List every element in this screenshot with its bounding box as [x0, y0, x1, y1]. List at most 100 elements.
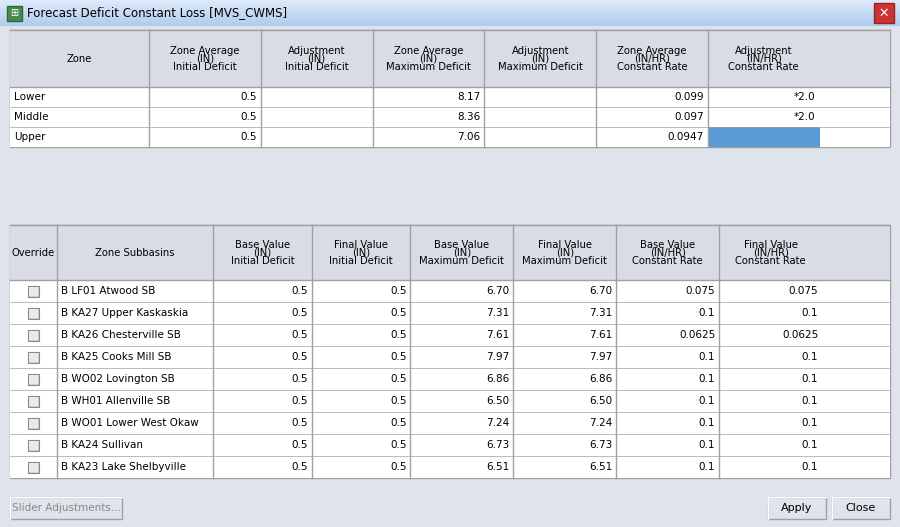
Text: Apply: Apply: [781, 503, 813, 513]
Text: B WO01 Lower West Okaw: B WO01 Lower West Okaw: [60, 418, 198, 428]
Bar: [0, 12, 900, 13]
Bar: [28, 395, 39, 406]
Bar: [0, 18, 900, 19]
Text: B KA24 Sullivan: B KA24 Sullivan: [60, 440, 142, 450]
Bar: [10, 368, 890, 390]
Bar: [29, 330, 38, 339]
Text: Lower: Lower: [14, 92, 45, 102]
Text: Constant Rate: Constant Rate: [735, 256, 806, 266]
Text: 7.97: 7.97: [486, 352, 509, 362]
Text: B KA25 Cooks Mill SB: B KA25 Cooks Mill SB: [60, 352, 171, 362]
Bar: [0, 10, 900, 11]
Bar: [10, 456, 890, 478]
Text: 0.1: 0.1: [802, 462, 818, 472]
Text: 0.1: 0.1: [698, 440, 716, 450]
Text: 6.50: 6.50: [486, 396, 509, 406]
Bar: [29, 287, 38, 296]
Bar: [10, 87, 890, 107]
Text: 6.86: 6.86: [486, 374, 509, 384]
Bar: [28, 352, 39, 363]
Text: 0.099: 0.099: [674, 92, 704, 102]
Bar: [768, 497, 826, 519]
Bar: [0, 4, 900, 5]
Text: 0.5: 0.5: [390, 440, 407, 450]
Bar: [874, 3, 894, 23]
Bar: [0, 23, 900, 24]
Text: *2.0: *2.0: [794, 92, 815, 102]
Bar: [28, 440, 39, 451]
Text: Zone Average: Zone Average: [617, 45, 687, 55]
Text: 0.1: 0.1: [802, 396, 818, 406]
Bar: [10, 225, 890, 478]
Bar: [0, 6, 900, 7]
Text: 0.0625: 0.0625: [679, 330, 716, 340]
Text: 0.5: 0.5: [292, 374, 308, 384]
Text: 0.5: 0.5: [390, 286, 407, 296]
Bar: [29, 396, 38, 405]
Bar: [10, 497, 122, 519]
Bar: [707, 127, 820, 147]
Bar: [0, 11, 900, 12]
Text: (IN): (IN): [419, 54, 437, 63]
Text: 0.5: 0.5: [292, 308, 308, 318]
Text: 7.24: 7.24: [486, 418, 509, 428]
Text: 0.5: 0.5: [390, 330, 407, 340]
Text: (IN): (IN): [308, 54, 326, 63]
Text: 7.06: 7.06: [457, 132, 481, 142]
Bar: [0, 2, 900, 3]
Text: Zone: Zone: [67, 54, 92, 63]
Bar: [28, 374, 39, 385]
Text: (IN/HR): (IN/HR): [634, 54, 670, 63]
Text: B LF01 Atwood SB: B LF01 Atwood SB: [60, 286, 155, 296]
Bar: [0, 9, 900, 10]
Text: Maximum Deficit: Maximum Deficit: [386, 62, 471, 72]
Bar: [7, 6, 22, 21]
Text: Final Value: Final Value: [538, 239, 592, 249]
Text: Zone Subbasins: Zone Subbasins: [95, 248, 175, 258]
Text: 6.73: 6.73: [486, 440, 509, 450]
Text: *2.0: *2.0: [794, 112, 815, 122]
Text: Slider Adjustments...: Slider Adjustments...: [12, 503, 121, 513]
Text: Close: Close: [846, 503, 876, 513]
Text: Base Value: Base Value: [640, 239, 696, 249]
Text: B KA26 Chesterville SB: B KA26 Chesterville SB: [60, 330, 181, 340]
Text: 0.1: 0.1: [802, 308, 818, 318]
Bar: [0, 24, 900, 25]
Bar: [0, 1, 900, 2]
Bar: [0, 8, 900, 9]
Bar: [29, 463, 38, 472]
Text: (IN): (IN): [196, 54, 214, 63]
Bar: [10, 225, 890, 280]
Bar: [29, 418, 38, 427]
Text: 0.5: 0.5: [292, 418, 308, 428]
Bar: [10, 434, 890, 456]
Text: Adjustment: Adjustment: [288, 45, 346, 55]
Text: Maximum Deficit: Maximum Deficit: [522, 256, 608, 266]
Text: Middle: Middle: [14, 112, 49, 122]
Text: 0.1: 0.1: [698, 374, 716, 384]
Text: 0.1: 0.1: [698, 418, 716, 428]
Text: Constant Rate: Constant Rate: [633, 256, 703, 266]
Text: 7.61: 7.61: [486, 330, 509, 340]
Text: 0.5: 0.5: [292, 352, 308, 362]
Bar: [10, 346, 890, 368]
Bar: [0, 5, 900, 6]
Text: 0.5: 0.5: [390, 308, 407, 318]
Text: Final Value: Final Value: [743, 239, 797, 249]
Text: 6.50: 6.50: [590, 396, 612, 406]
Bar: [29, 353, 38, 362]
Text: 0.1: 0.1: [802, 374, 818, 384]
Bar: [28, 462, 39, 473]
Bar: [0, 19, 900, 20]
Text: 0.0947: 0.0947: [668, 132, 704, 142]
Text: 0.1: 0.1: [802, 440, 818, 450]
Text: 6.51: 6.51: [590, 462, 612, 472]
Text: 0.5: 0.5: [292, 396, 308, 406]
Text: 6.70: 6.70: [590, 286, 612, 296]
Text: 0.1: 0.1: [802, 352, 818, 362]
Text: 0.1: 0.1: [698, 308, 716, 318]
Bar: [0, 20, 900, 21]
Text: 0.5: 0.5: [292, 440, 308, 450]
Text: 6.70: 6.70: [486, 286, 509, 296]
Text: (IN): (IN): [556, 248, 574, 258]
